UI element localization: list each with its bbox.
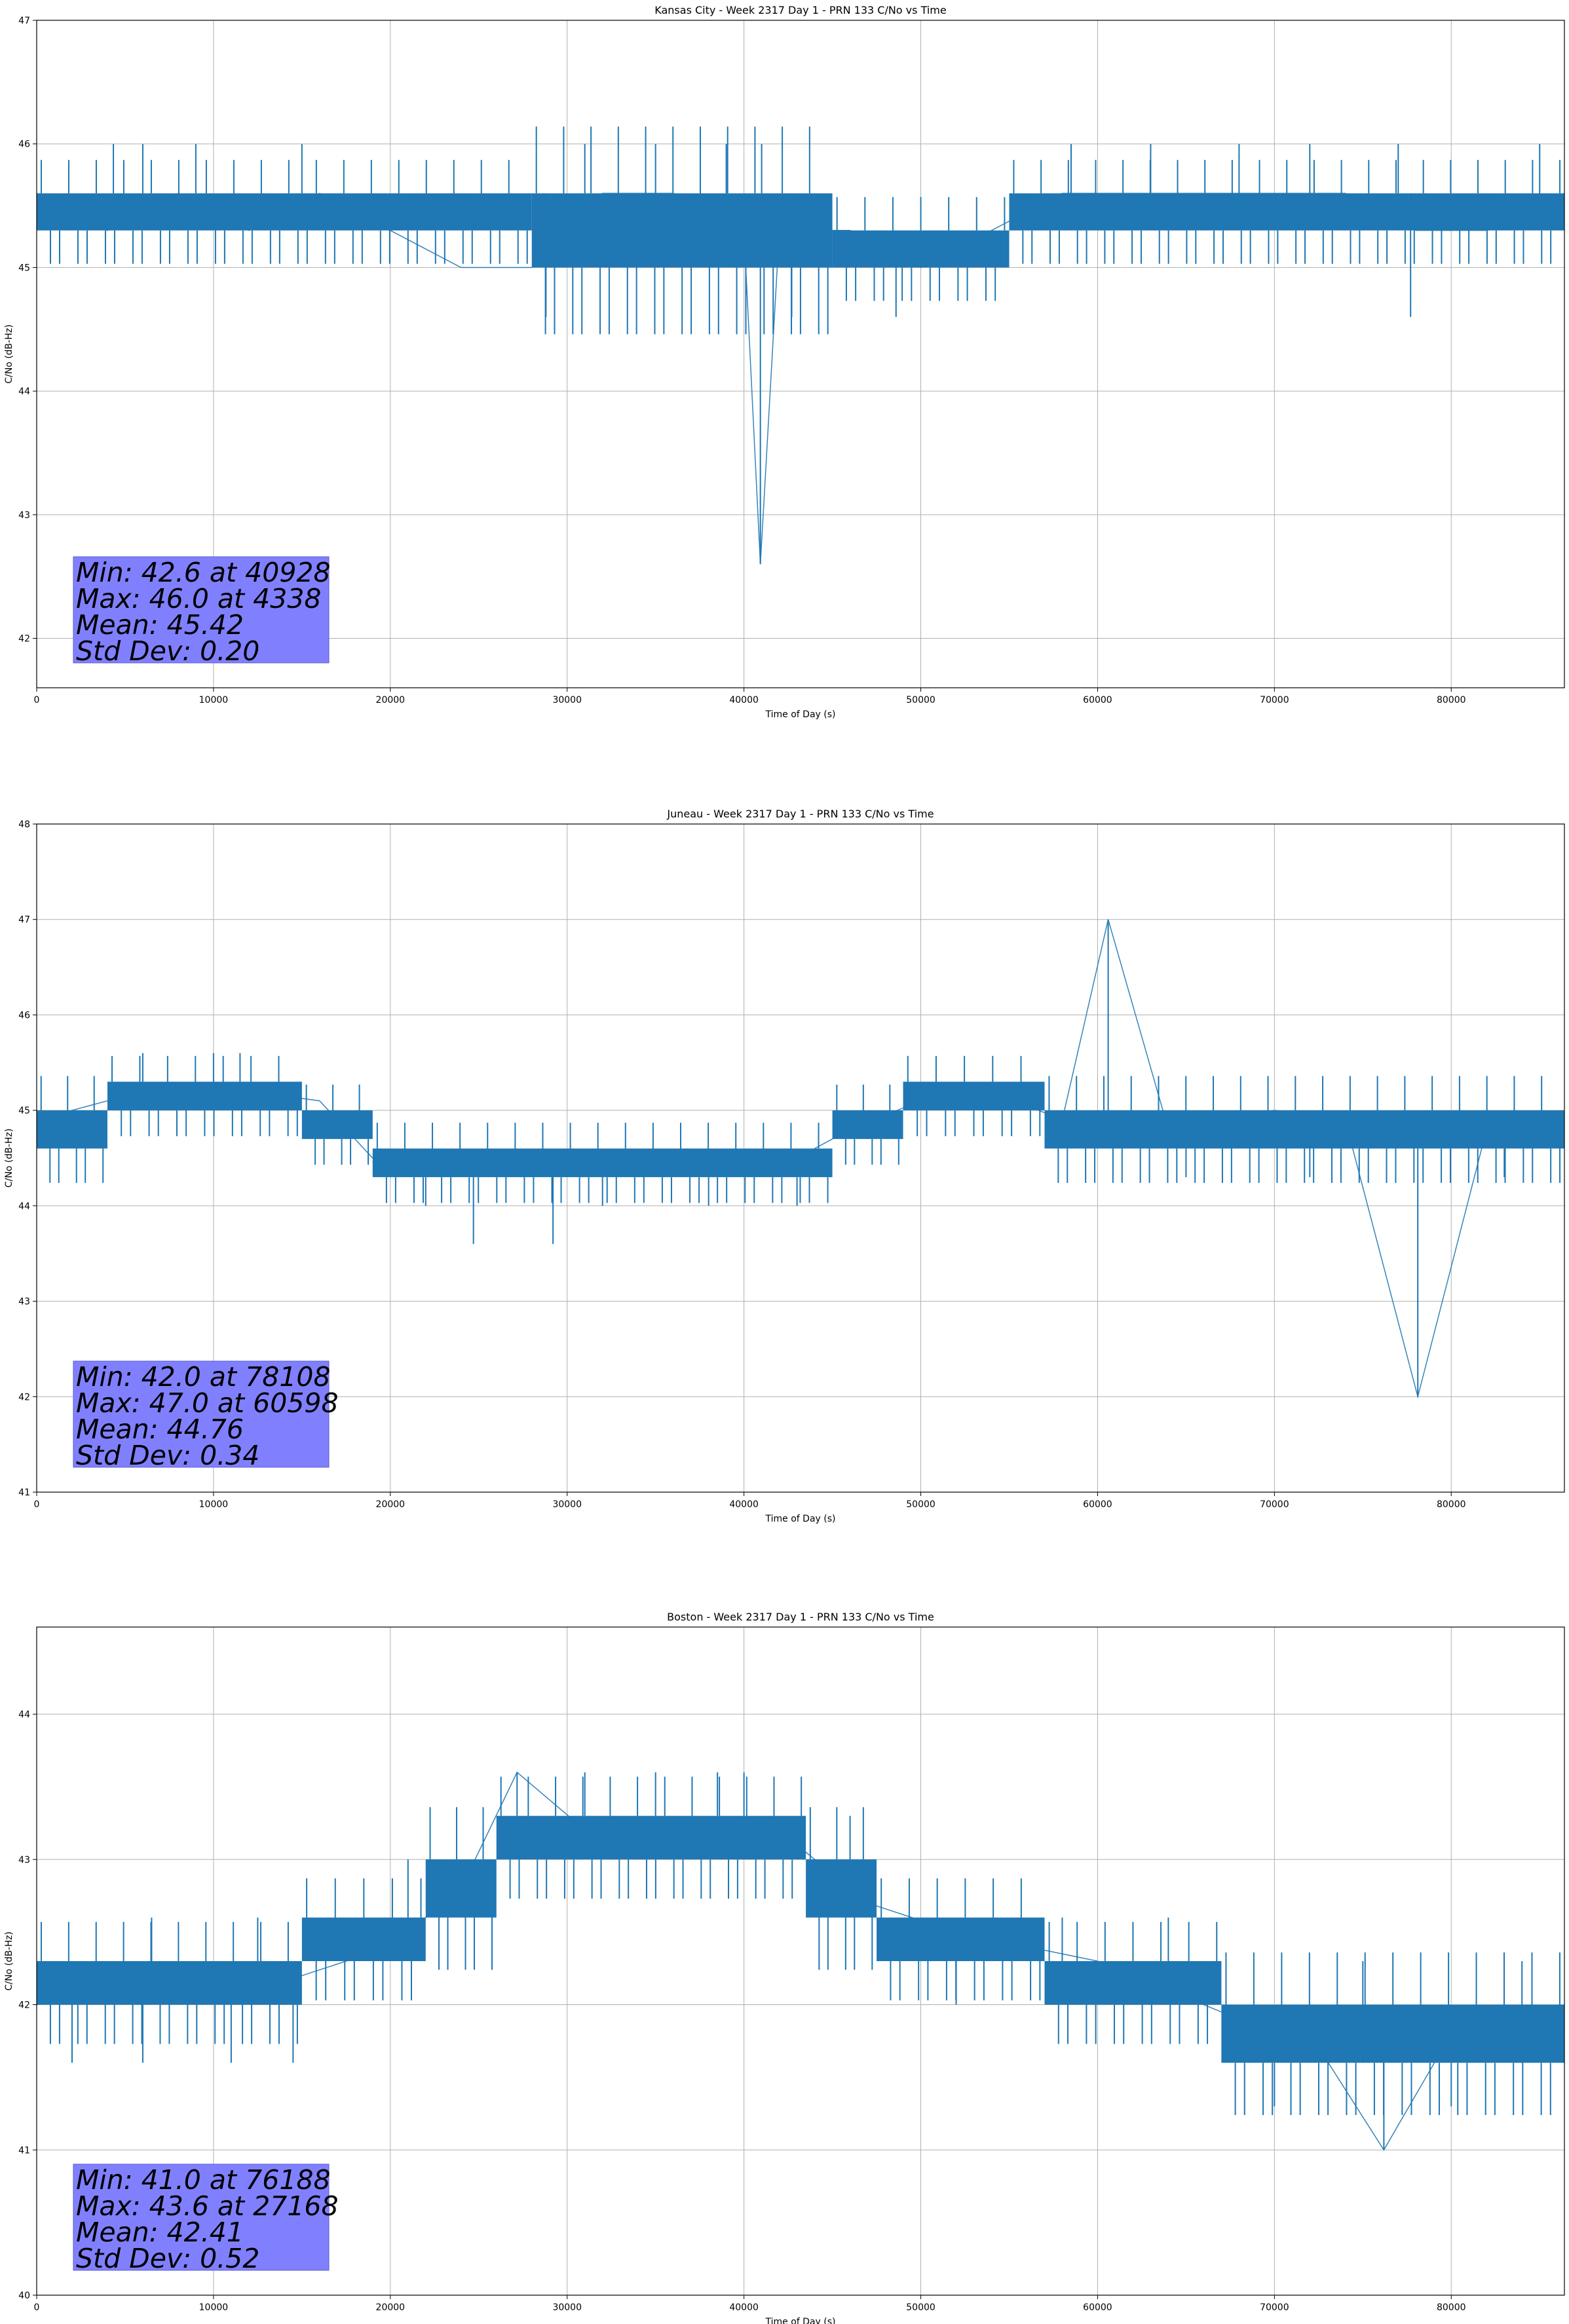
stats-line: Mean: 44.76 <box>76 1414 244 1445</box>
x-tick-label: 20000 <box>376 695 406 705</box>
series-band <box>301 1917 426 1961</box>
series-band <box>832 1110 903 1139</box>
y-tick-label: 41 <box>18 1488 30 1498</box>
x-tick-label: 10000 <box>199 2302 229 2313</box>
stats-line: Min: 42.0 at 78108 <box>76 1361 331 1393</box>
y-tick-label: 48 <box>18 819 30 830</box>
y-axis-label: C/No (dB-Hz) <box>4 324 14 383</box>
x-tick-label: 70000 <box>1260 2302 1289 2313</box>
stats-line: Std Dev: 0.34 <box>76 1440 259 1471</box>
y-axis-label: C/No (dB-Hz) <box>4 1932 14 1991</box>
series-line <box>36 919 1564 1399</box>
series-band <box>1044 1961 1222 2005</box>
y-tick-label: 45 <box>18 1106 30 1116</box>
series-band <box>1009 193 1564 231</box>
series-line <box>36 193 1565 565</box>
series-line <box>36 1771 1564 2151</box>
x-tick-label: 50000 <box>906 695 936 705</box>
chart-title: Juneau - Week 2317 Day 1 - PRN 133 C/No … <box>666 808 934 820</box>
y-tick-label: 43 <box>18 1855 30 1865</box>
series-band <box>877 1917 1045 1961</box>
stats-line: Max: 46.0 at 4338 <box>76 583 322 614</box>
x-tick-label: 20000 <box>376 1499 406 1510</box>
x-axis-label: Time of Day (s) <box>765 2317 836 2324</box>
y-tick-label: 43 <box>18 510 30 521</box>
x-tick-label: 40000 <box>729 695 759 705</box>
x-tick-label: 70000 <box>1260 695 1289 705</box>
x-tick-label: 70000 <box>1260 1499 1289 1510</box>
x-tick-label: 40000 <box>729 1499 759 1510</box>
x-tick-label: 30000 <box>552 1499 582 1510</box>
x-tick-label: 30000 <box>552 2302 582 2313</box>
y-tick-label: 44 <box>18 1710 30 1720</box>
stats-line: Max: 47.0 at 60598 <box>76 1387 339 1419</box>
x-tick-label: 50000 <box>906 2302 936 2313</box>
series-band <box>107 1081 302 1111</box>
stats-box <box>73 1360 330 1468</box>
y-axis-label: C/No (dB-Hz) <box>4 1129 14 1188</box>
y-tick-label: 42 <box>18 2000 30 2011</box>
series-band <box>496 1816 806 1860</box>
x-tick-label: 40000 <box>729 2302 759 2313</box>
series-band <box>37 1110 107 1149</box>
x-tick-label: 10000 <box>199 1499 229 1510</box>
juneau-chart: 0 10000 20000 30000 40000 50000 60000 70000 8000… <box>4 808 1565 1524</box>
x-tick-label: 10000 <box>199 695 229 705</box>
x-tick-label: 0 <box>34 695 40 705</box>
stats-line: Std Dev: 0.52 <box>76 2243 259 2274</box>
series-band <box>832 230 1010 268</box>
series-band <box>806 1859 877 1918</box>
y-tick-label: 40 <box>18 2291 30 2301</box>
y-tick-label: 44 <box>18 1201 30 1212</box>
kansas-city-chart: 0 10000 20000 30000 40000 50000 60000 70000 8000… <box>4 4 1565 720</box>
x-tick-label: 0 <box>34 2302 40 2313</box>
x-tick-label: 80000 <box>1437 695 1466 705</box>
series-band <box>301 1110 373 1139</box>
y-tick-label: 42 <box>18 634 30 645</box>
boston-chart: 0 10000 20000 30000 40000 50000 60000 70000 8000… <box>4 1611 1565 2324</box>
stats-line: Mean: 45.42 <box>76 609 244 641</box>
stats-box <box>73 556 330 664</box>
x-axis-label: Time of Day (s) <box>765 709 836 720</box>
stats-line: Mean: 42.41 <box>76 2217 244 2248</box>
x-tick-label: 30000 <box>552 695 582 705</box>
x-tick-label: 60000 <box>1083 695 1112 705</box>
y-tick-label: 41 <box>18 2145 30 2156</box>
stats-box <box>73 2164 330 2271</box>
stats-line: Std Dev: 0.20 <box>76 635 259 667</box>
x-tick-label: 60000 <box>1083 2302 1112 2313</box>
chart-title: Boston - Week 2317 Day 1 - PRN 133 C/No … <box>667 1611 934 1623</box>
y-tick-label: 47 <box>18 16 30 26</box>
axes-frame <box>36 1626 1565 2296</box>
x-tick-label: 80000 <box>1437 2302 1466 2313</box>
series-band <box>372 1148 833 1178</box>
stats-line: Min: 42.6 at 40928 <box>76 557 331 588</box>
x-tick-label: 50000 <box>906 1499 936 1510</box>
y-tick-label: 47 <box>18 915 30 926</box>
x-axis-label: Time of Day (s) <box>765 1514 836 1524</box>
series-band <box>1044 1110 1564 1149</box>
x-tick-label: 20000 <box>376 2302 406 2313</box>
stats-line: Min: 41.0 at 76188 <box>76 2164 331 2196</box>
y-tick-label: 44 <box>18 386 30 397</box>
y-tick-label: 46 <box>18 140 30 150</box>
x-tick-label: 80000 <box>1437 1499 1466 1510</box>
y-tick-label: 42 <box>18 1392 30 1402</box>
x-tick-label: 60000 <box>1083 1499 1112 1510</box>
x-tick-label: 0 <box>34 1499 40 1510</box>
axes-frame <box>36 20 1565 688</box>
y-tick-label: 43 <box>18 1297 30 1307</box>
series-band <box>903 1081 1045 1111</box>
y-tick-label: 46 <box>18 1010 30 1021</box>
y-tick-label: 45 <box>18 263 30 273</box>
axes-frame <box>36 823 1565 1493</box>
stats-line: Max: 43.6 at 27168 <box>76 2190 339 2222</box>
chart-title: Kansas City - Week 2317 Day 1 - PRN 133 … <box>654 4 946 16</box>
